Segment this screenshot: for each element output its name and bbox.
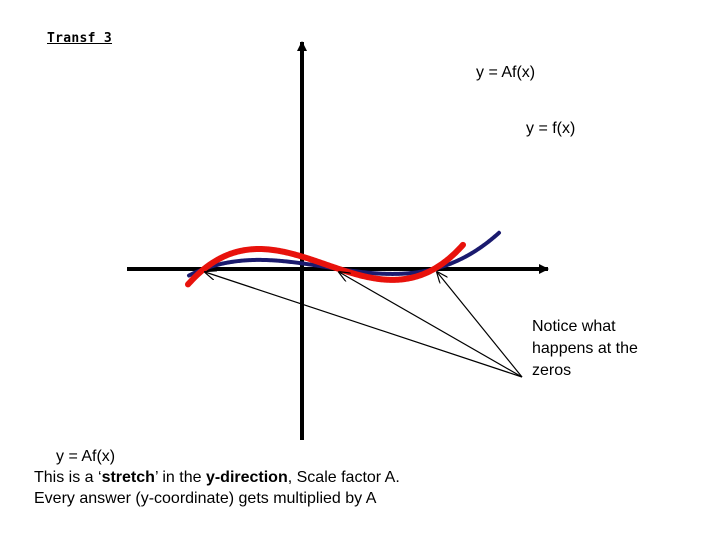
zeros-note-line-3: zeros [532,362,572,379]
label-f-of-x: y = f(x) [526,120,576,137]
pointer-arrow-zero-1 [205,272,523,378]
explanation-line-2: This is a ‘stretch’ in the y-direction, … [34,467,400,488]
pointer-arrow-zero-2 [339,272,523,378]
stretch-keyword: stretch [101,469,155,486]
pointer-arrow-zero-3 [437,272,523,378]
explanation-line-3: Every answer (y-coordinate) gets multipl… [34,490,377,507]
explanation-text: y = Af(x) This is a ‘stretch’ in the y-d… [34,446,400,509]
y-direction-keyword: y-direction [205,469,288,486]
curve-y-equals-af-of-x [185,241,466,288]
zeros-note-line-1: Notice what [532,318,616,335]
explanation-line-2-start: This is a ‘ [34,469,102,486]
label-af-of-x: y = Af(x) [476,64,536,81]
explanation-line-2-middle: ’ in the [154,469,206,486]
explanation-line-2-end: , Scale factor A. [287,469,400,486]
explanation-line-1: y = Af(x) [56,448,116,465]
slide-title: Transf 3 [47,31,113,46]
zeros-note: Notice what happens at the zeros [532,316,638,382]
zeros-note-line-2: happens at the [532,340,638,357]
